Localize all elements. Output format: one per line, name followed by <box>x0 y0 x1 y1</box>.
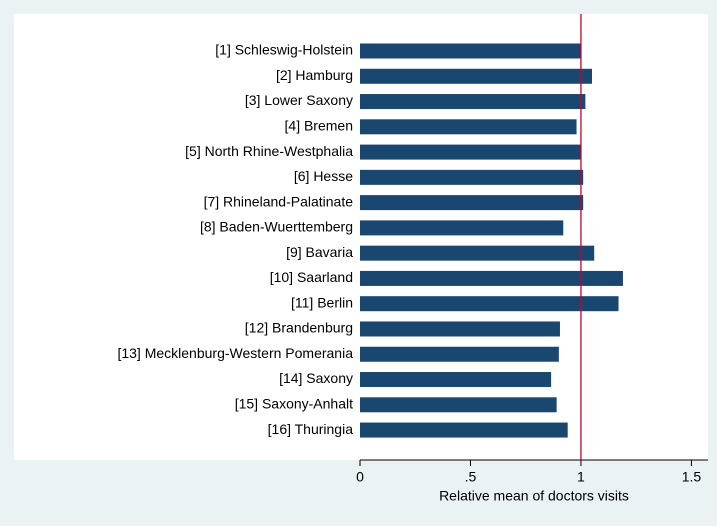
x-tick-label: .5 <box>465 469 477 485</box>
y-tick-label: [4] Bremen <box>285 118 353 134</box>
y-tick-label: [15] Saxony-Anhalt <box>235 395 353 411</box>
x-tick-label: 1.5 <box>682 469 702 485</box>
y-tick-label: [3] Lower Saxony <box>245 92 353 108</box>
y-tick-label: [7] Rhineland-Palatinate <box>204 193 354 209</box>
x-axis-label: Relative mean of doctors visits <box>439 488 629 504</box>
y-tick-label: [1] Schleswig-Holstein <box>215 42 353 58</box>
bar <box>360 195 584 211</box>
y-tick-label: [13] Mecklenburg-Western Pomerania <box>117 345 353 361</box>
x-tick-label: 1 <box>577 469 585 485</box>
bar <box>360 321 560 337</box>
bar <box>360 119 577 135</box>
bar <box>360 220 564 236</box>
y-tick-label: [9] Bavaria <box>286 244 353 260</box>
bar <box>360 144 581 160</box>
bar <box>360 94 586 110</box>
bar <box>360 372 552 388</box>
bar <box>360 296 619 312</box>
y-tick-label: [12] Brandenburg <box>245 320 353 336</box>
bar <box>360 397 557 413</box>
bar <box>360 346 559 362</box>
bar <box>360 270 623 286</box>
bar <box>360 43 581 59</box>
bar <box>360 245 595 261</box>
y-tick-label: [11] Berlin <box>291 294 353 310</box>
y-tick-label: [2] Hamburg <box>276 67 353 83</box>
y-tick-label: [6] Hesse <box>294 168 353 184</box>
bar <box>360 422 568 438</box>
y-tick-label: [10] Saarland <box>270 269 353 285</box>
bar <box>360 169 584 185</box>
y-tick-label: [5] North Rhine-Westphalia <box>185 143 353 159</box>
y-tick-label: [16] Thuringia <box>268 421 354 437</box>
y-tick-label: [14] Saxony <box>279 370 353 386</box>
bar <box>360 68 592 84</box>
x-tick-label: 0 <box>356 469 364 485</box>
y-tick-label: [8] Baden-Wuerttemberg <box>200 219 353 235</box>
